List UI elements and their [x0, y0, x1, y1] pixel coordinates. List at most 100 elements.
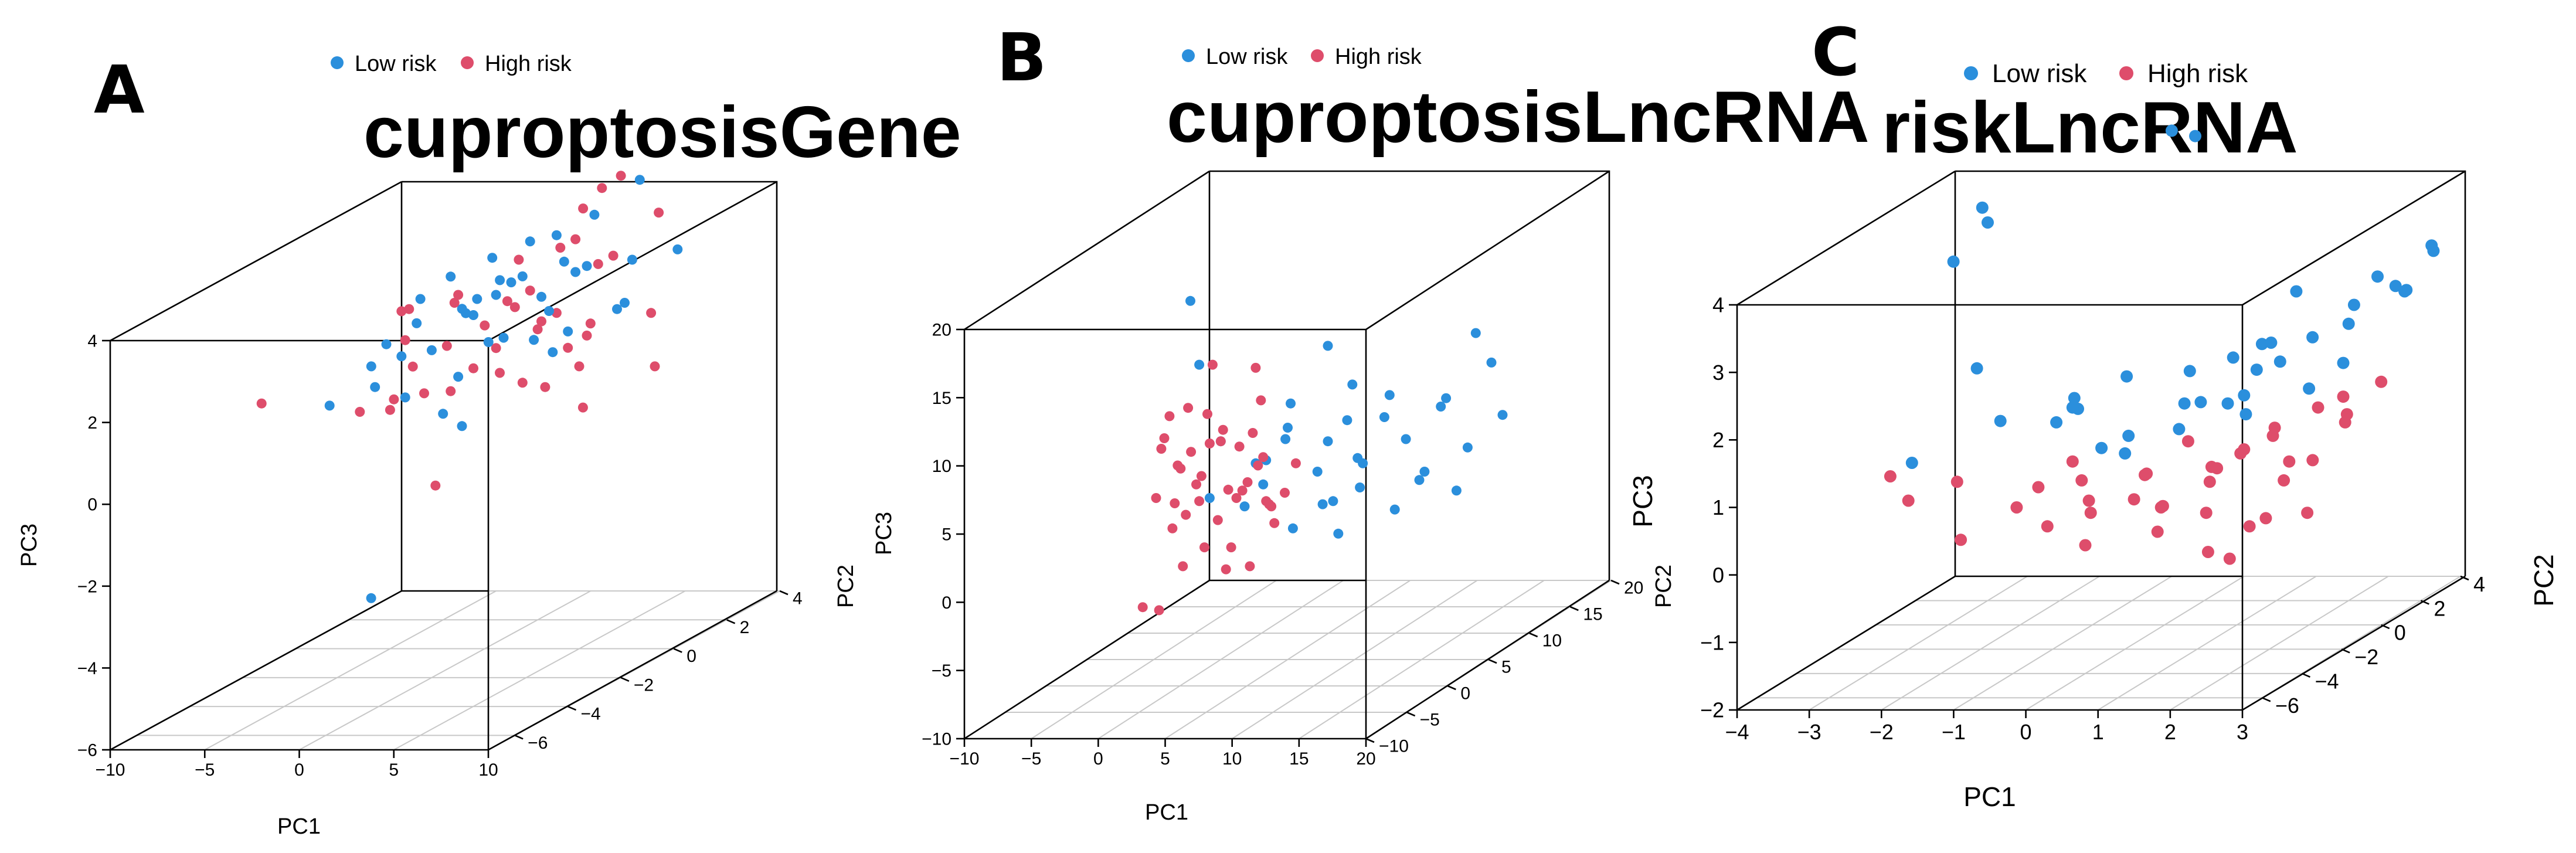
y-tick-label: 4	[2473, 572, 2485, 596]
y-tick-mark	[1610, 579, 1620, 585]
z-tick-label: 5	[942, 525, 951, 545]
high-risk-point	[1950, 475, 1963, 488]
panel-title-a: cuproptosisGene	[363, 92, 961, 173]
y-tick-mark	[567, 705, 577, 711]
low-risk-point	[1312, 467, 1323, 477]
high-risk-point	[2041, 520, 2054, 533]
low-risk-point	[506, 277, 516, 288]
y-tick-mark	[2341, 648, 2350, 654]
z-tick-label: −1	[1700, 630, 1724, 654]
z-tick-label: −6	[77, 741, 97, 760]
high-risk-point	[2203, 475, 2216, 488]
low-risk-point	[2265, 337, 2278, 349]
high-risk-point	[532, 324, 543, 335]
high-risk-point	[1178, 561, 1188, 572]
low-risk-point	[2178, 397, 2191, 410]
high-risk-point	[509, 302, 520, 312]
high-risk-point	[2278, 474, 2290, 487]
y-tick-label: 5	[1501, 658, 1511, 677]
high-risk-point	[495, 368, 505, 378]
legend-low-risk-label: Low risk	[355, 52, 437, 76]
y-tick-mark	[2262, 697, 2271, 702]
legend-high-risk-marker	[461, 56, 474, 69]
axis-box-c	[1736, 170, 2466, 711]
low-risk-point	[2306, 331, 2319, 344]
y-tick-label: −6	[2275, 694, 2299, 718]
high-risk-point	[430, 480, 441, 491]
high-risk-point	[1167, 523, 1178, 533]
x-tick-label: 10	[478, 760, 498, 780]
z-axis-label-b: PC3	[872, 512, 896, 555]
low-risk-point	[2120, 370, 2133, 383]
x-tick-label: −5	[1021, 749, 1041, 769]
z-tick-label: 20	[932, 321, 951, 340]
x-tick-label: 3	[2237, 720, 2248, 744]
low-risk-point	[2347, 298, 2360, 311]
low-risk-point	[1401, 434, 1411, 444]
front-box-edges	[109, 339, 490, 750]
z-tick-label: 0	[942, 593, 951, 613]
y-tick-mark	[1529, 632, 1538, 638]
high-risk-point	[2223, 552, 2236, 565]
high-risk-point	[525, 286, 535, 296]
top-left-edge	[110, 181, 402, 342]
high-risk-point	[1258, 452, 1269, 463]
low-risk-point	[2122, 429, 2135, 442]
low-risk-point	[1419, 467, 1430, 477]
legend-high-risk-label: High risk	[1335, 45, 1422, 69]
high-risk-point	[646, 308, 657, 318]
low-risk-point	[551, 230, 562, 240]
low-risk-point	[1355, 482, 1365, 492]
panel-letter-a: A	[94, 52, 145, 128]
x-tick-label: −4	[1725, 720, 1749, 744]
low-risk-point	[2227, 351, 2239, 364]
high-risk-point	[1196, 471, 1207, 481]
low-risk-point	[2119, 447, 2132, 460]
low-risk-point	[1441, 393, 1452, 403]
y-tick-mark	[1488, 658, 1497, 664]
x-tick-label: 15	[1289, 749, 1309, 769]
x-tick-label: 0	[1093, 749, 1103, 769]
high-risk-point	[536, 316, 546, 327]
high-risk-point	[1256, 395, 1266, 406]
high-risk-point	[1902, 494, 1915, 507]
low-risk-point	[472, 294, 482, 304]
low-risk-point	[1462, 442, 1473, 453]
high-risk-point	[2283, 455, 2296, 468]
z-tick-label: −2	[1700, 698, 1724, 722]
low-risk-point	[2066, 401, 2079, 414]
low-risk-point	[2389, 280, 2402, 293]
legend-high-risk-label: High risk	[485, 52, 572, 76]
panel-letter-c: C	[1812, 15, 1860, 91]
high-risk-point	[1183, 403, 1194, 413]
high-risk-point	[2268, 422, 2281, 434]
high-risk-point	[1181, 509, 1191, 520]
high-risk-point	[404, 304, 414, 314]
z-tick-label: 2	[87, 413, 97, 433]
high-risk-point	[1280, 488, 1290, 498]
high-risk-point	[1204, 439, 1215, 448]
low-risk-point	[396, 351, 407, 362]
low-risk-point	[1414, 475, 1425, 485]
y-tick-label: −5	[1420, 711, 1440, 730]
high-risk-point	[570, 234, 581, 244]
low-risk-point	[1905, 457, 1918, 469]
high-risk-point	[389, 394, 399, 405]
x-tick-label: −1	[1942, 720, 1966, 744]
high-risk-point	[1199, 542, 1209, 553]
panel-letter-b: B	[997, 20, 1046, 96]
high-risk-point	[2151, 525, 2164, 538]
high-risk-point	[1250, 362, 1261, 373]
low-risk-point	[2250, 363, 2263, 376]
floor-grid-x-line	[1809, 576, 2028, 711]
low-risk-point	[400, 392, 410, 403]
legend-c: Low risk High risk	[1964, 59, 2248, 88]
panel-a: A Low risk High risk cuproptosisGene −10…	[17, 52, 961, 839]
x-axis-label-b: PC1	[1145, 800, 1188, 825]
high-risk-point	[1955, 533, 1967, 546]
high-risk-point	[2205, 460, 2218, 473]
low-risk-point	[381, 339, 392, 349]
